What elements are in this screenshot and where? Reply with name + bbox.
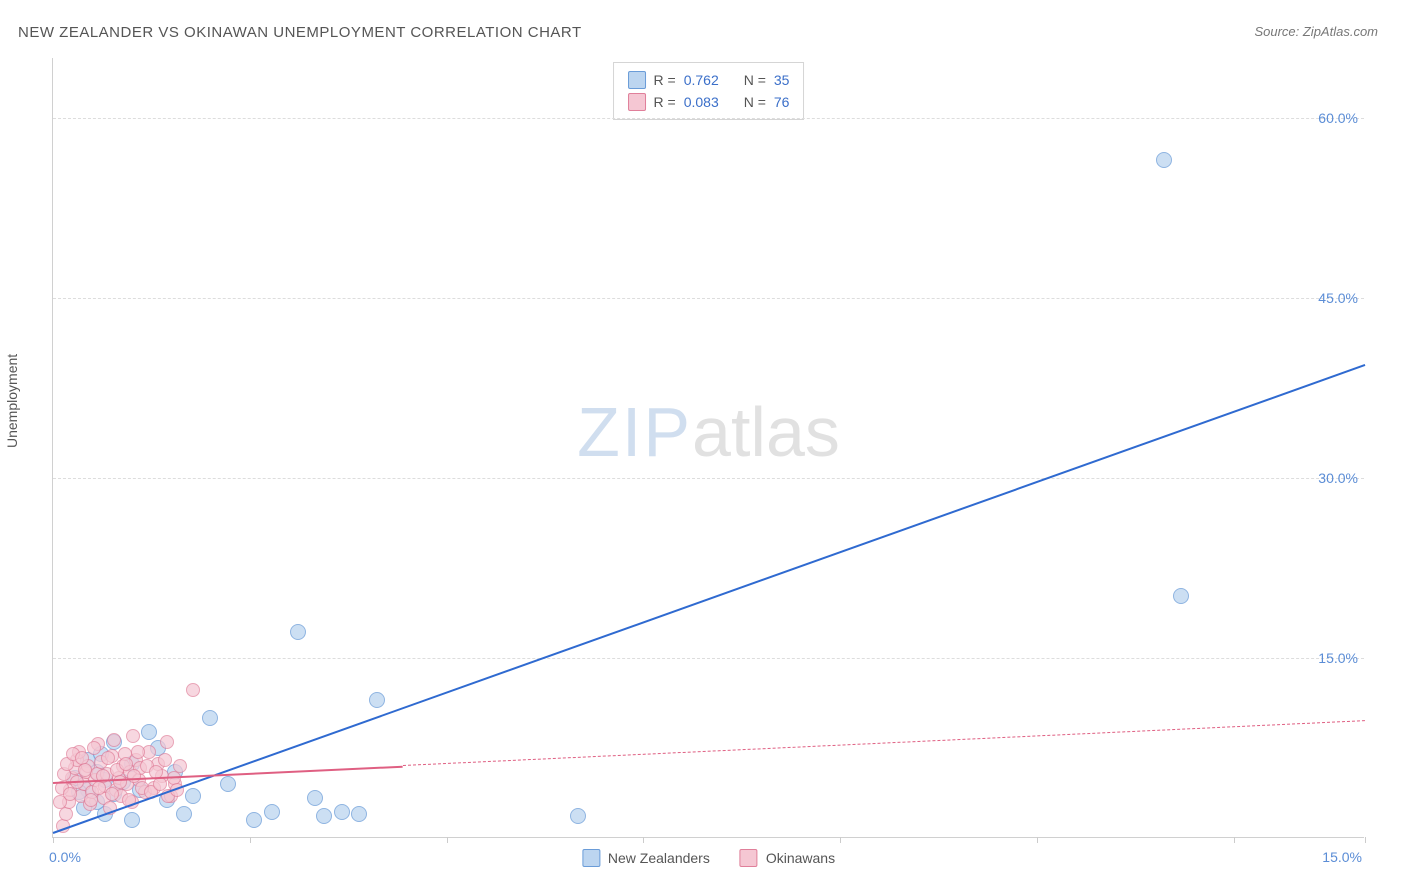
y-tick-label: 60.0%	[1318, 110, 1358, 126]
data-point	[78, 763, 92, 777]
series-legend: New Zealanders Okinawans	[582, 849, 835, 867]
correlation-legend: R = 0.762 N = 35 R = 0.083 N = 76	[613, 62, 805, 120]
data-point	[316, 808, 332, 824]
data-point	[246, 812, 262, 828]
data-point	[186, 683, 200, 697]
y-tick-label: 15.0%	[1318, 650, 1358, 666]
data-point	[290, 624, 306, 640]
data-point	[570, 808, 586, 824]
data-point	[202, 710, 218, 726]
legend-swatch	[628, 93, 646, 111]
legend-label: New Zealanders	[608, 850, 710, 866]
data-point	[1173, 588, 1189, 604]
data-point	[107, 733, 121, 747]
y-tick-label: 30.0%	[1318, 470, 1358, 486]
chart-plot-area: ZIPatlas R =0.762N =35R =0.083N =76 New …	[52, 58, 1364, 838]
data-point	[59, 807, 73, 821]
data-point	[220, 776, 236, 792]
data-point	[369, 692, 385, 708]
data-point	[351, 806, 367, 822]
x-tick-mark	[1037, 837, 1038, 843]
x-tick-label: 0.0%	[49, 849, 81, 865]
data-point	[131, 745, 145, 759]
legend-n-value: 35	[774, 69, 790, 91]
gridline	[53, 298, 1364, 299]
watermark: ZIPatlas	[577, 392, 840, 472]
x-tick-mark	[643, 837, 644, 843]
data-point	[334, 804, 350, 820]
legend-r-value: 0.762	[684, 69, 736, 91]
legend-swatch	[628, 71, 646, 89]
legend-swatch	[582, 849, 600, 867]
data-point	[53, 795, 67, 809]
trend-line	[53, 364, 1366, 834]
x-tick-label: 15.0%	[1322, 849, 1362, 865]
data-point	[264, 804, 280, 820]
data-point	[173, 759, 187, 773]
legend-r-label: R =	[654, 91, 676, 113]
legend-n-value: 76	[774, 91, 790, 113]
x-tick-mark	[250, 837, 251, 843]
gridline	[53, 658, 1364, 659]
data-point	[141, 724, 157, 740]
data-point	[87, 741, 101, 755]
data-point	[126, 729, 140, 743]
legend-r-label: R =	[654, 69, 676, 91]
y-tick-label: 45.0%	[1318, 290, 1358, 306]
gridline	[53, 478, 1364, 479]
legend-row: R = 0.083 N = 76	[628, 91, 790, 113]
legend-label: Okinawans	[766, 850, 835, 866]
legend-r-value: 0.083	[684, 91, 736, 113]
trend-line-dashed	[403, 720, 1365, 766]
data-point	[84, 793, 98, 807]
legend-n-label: N =	[744, 91, 766, 113]
x-tick-mark	[1365, 837, 1366, 843]
source-label: Source: ZipAtlas.com	[1254, 24, 1378, 39]
x-tick-mark	[1234, 837, 1235, 843]
x-tick-mark	[840, 837, 841, 843]
data-point	[176, 806, 192, 822]
data-point	[124, 812, 140, 828]
legend-n-label: N =	[744, 69, 766, 91]
data-point	[1156, 152, 1172, 168]
data-point	[113, 775, 127, 789]
data-point	[185, 788, 201, 804]
chart-title: NEW ZEALANDER VS OKINAWAN UNEMPLOYMENT C…	[18, 24, 582, 41]
y-axis-label: Unemployment	[4, 354, 20, 448]
data-point	[105, 787, 119, 801]
legend-item: Okinawans	[740, 849, 835, 867]
legend-swatch	[740, 849, 758, 867]
x-tick-mark	[53, 837, 54, 843]
legend-row: R = 0.762 N = 35	[628, 69, 790, 91]
data-point	[160, 735, 174, 749]
x-tick-mark	[447, 837, 448, 843]
gridline	[53, 118, 1364, 119]
legend-item: New Zealanders	[582, 849, 710, 867]
data-point	[158, 753, 172, 767]
data-point	[307, 790, 323, 806]
